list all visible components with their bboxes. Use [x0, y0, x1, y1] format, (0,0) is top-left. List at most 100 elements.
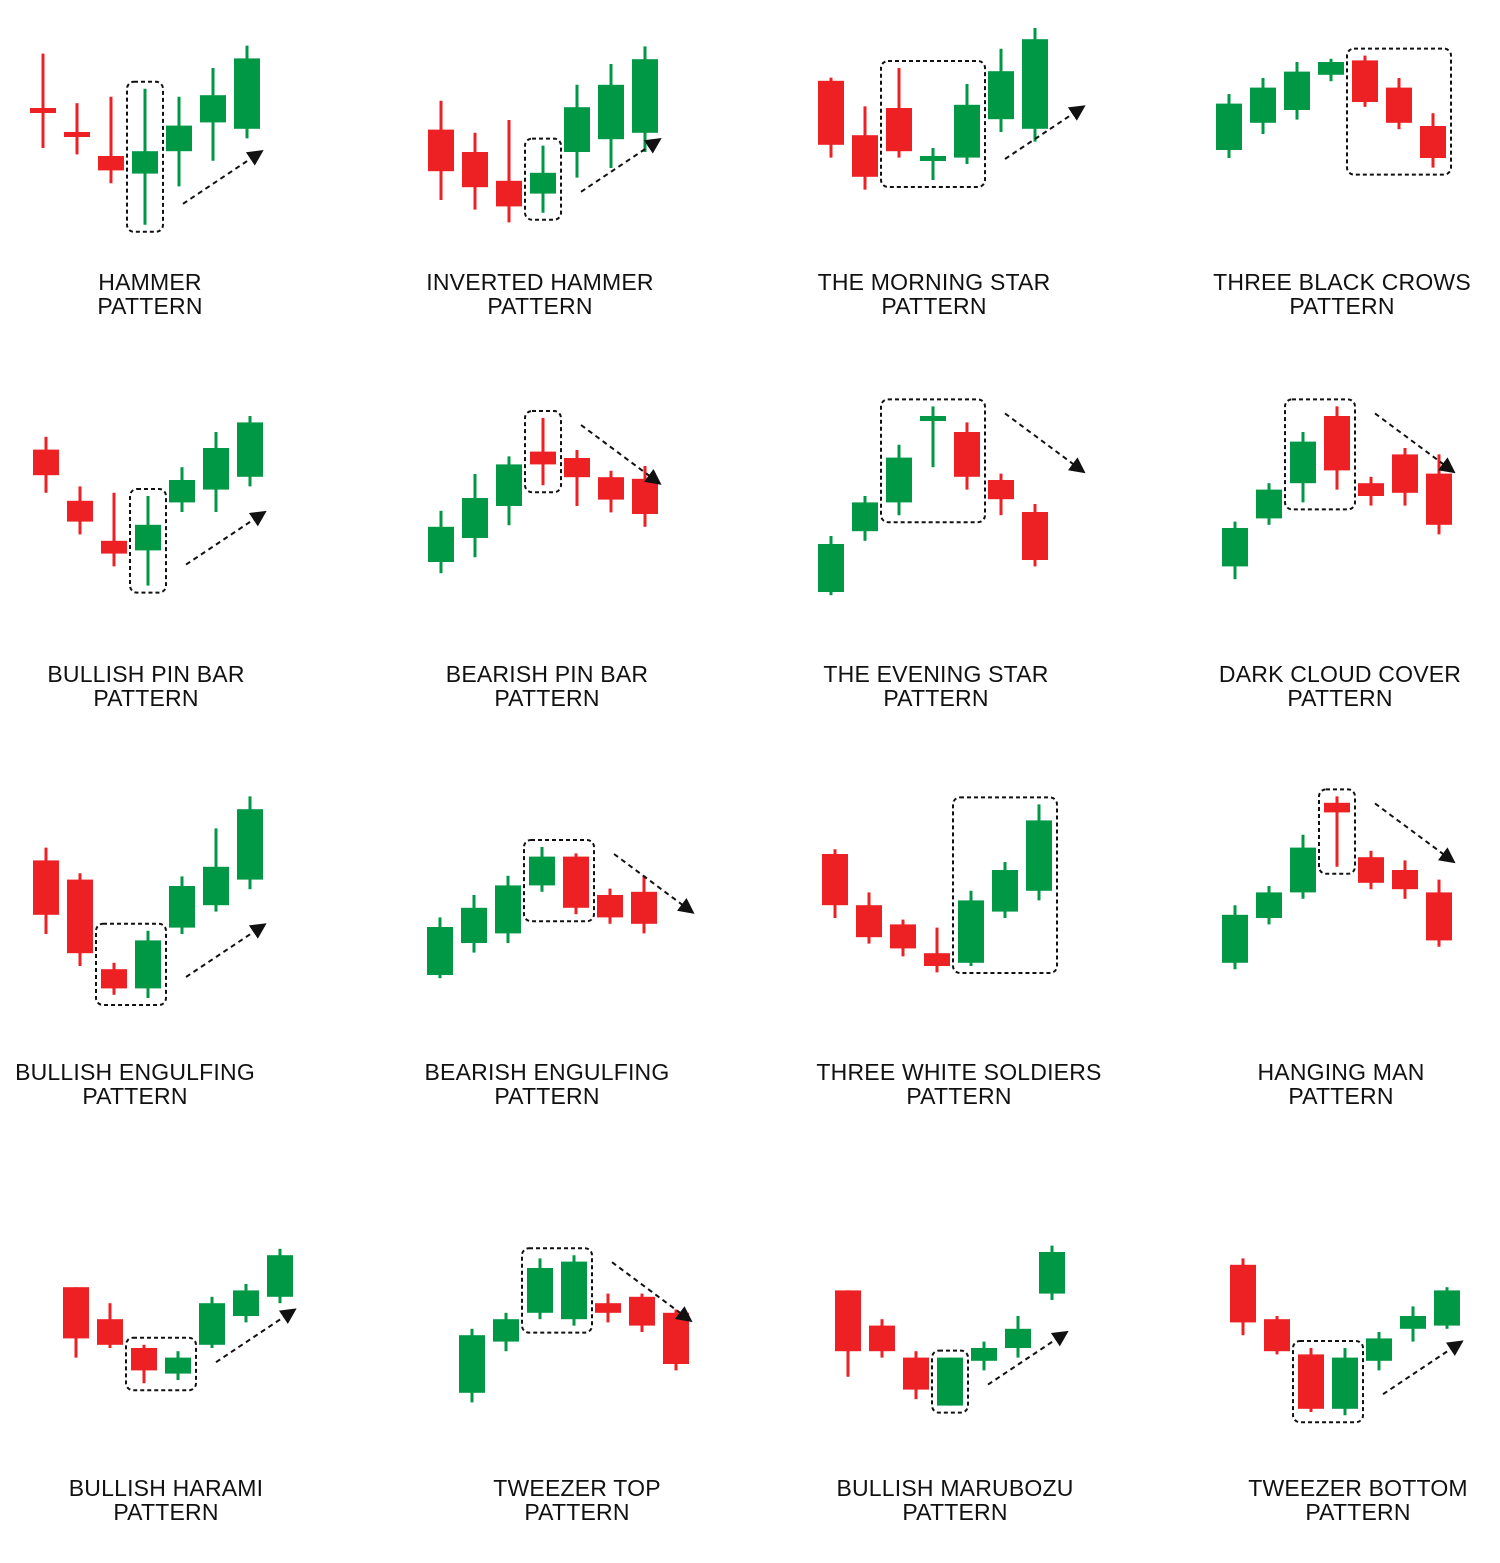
trend-up-arrow	[215, 1308, 297, 1364]
candle-body	[818, 80, 844, 145]
caption-bullish-harami: BULLISH HARAMI PATTERN	[0, 1476, 336, 1524]
candle-body	[1222, 528, 1248, 567]
candle-body	[1366, 1338, 1392, 1361]
candle-body	[495, 885, 521, 934]
candle-body	[1026, 820, 1052, 891]
candle-body	[496, 180, 522, 207]
candle-body	[1022, 512, 1048, 560]
pattern-highlight-box	[931, 1349, 969, 1414]
caption-inverted-hammer: INVERTED HAMMER PATTERN	[370, 270, 710, 318]
candle-body	[632, 59, 658, 133]
candle-body	[132, 151, 158, 174]
candle-body	[1256, 892, 1282, 918]
candle-body	[165, 1357, 191, 1374]
candle-body	[1039, 1252, 1065, 1294]
candle-body	[1420, 126, 1446, 158]
caption-line1: BULLISH HARAMI	[68, 1475, 264, 1501]
candle-body	[924, 953, 950, 966]
candle-body	[1392, 870, 1418, 890]
caption-bearish-engulfing: BEARISH ENGULFING PATTERN	[377, 1060, 717, 1108]
candle-body	[1022, 39, 1048, 129]
candle-body	[169, 480, 195, 503]
candle-body	[135, 524, 161, 551]
pattern-tweezer-top	[459, 1247, 693, 1403]
caption-line2: PATTERN	[82, 1083, 188, 1109]
candle-body	[954, 432, 980, 477]
trend-down-arrow	[1374, 802, 1456, 864]
candle-body	[1324, 416, 1350, 471]
candle-body	[101, 540, 127, 554]
candle-body	[64, 132, 90, 137]
candle-body	[169, 886, 195, 928]
trend-up-arrow	[185, 510, 267, 566]
caption-line1: HAMMER	[98, 269, 202, 295]
trend-up-arrow	[185, 923, 267, 978]
candle-body	[992, 870, 1018, 912]
caption-line2: PATTERN	[1288, 1083, 1394, 1109]
pattern-bullish-marubozu	[835, 1245, 1069, 1414]
trend-up-arrow	[987, 1330, 1069, 1386]
caption-hammer: HAMMER PATTERN	[0, 270, 320, 318]
candle-body	[459, 1335, 485, 1393]
caption-tweezer-bottom: TWEEZER BOTTOM PATTERN	[1188, 1476, 1500, 1524]
candle-body	[597, 895, 623, 918]
candle-body	[530, 451, 556, 465]
candle-body	[428, 129, 454, 172]
candle-body	[33, 860, 59, 915]
candle-body	[1324, 802, 1350, 813]
caption-bearish-pin-bar: BEARISH PIN BAR PATTERN	[377, 662, 717, 710]
pattern-bearish-engulfing	[427, 839, 695, 979]
pattern-highlight-box	[126, 80, 164, 233]
caption-line2: PATTERN	[93, 685, 199, 711]
pattern-highlight-box	[880, 398, 986, 524]
candle-body	[428, 526, 454, 562]
caption-morning-star: THE MORNING STAR PATTERN	[764, 270, 1104, 318]
candle-body	[1264, 1319, 1290, 1352]
candle-body	[1284, 71, 1310, 110]
caption-line1: TWEEZER BOTTOM	[1248, 1475, 1468, 1501]
candle-body	[237, 422, 263, 477]
pattern-bearish-pin-bar	[428, 410, 662, 574]
candle-body	[822, 854, 848, 906]
candle-body	[101, 969, 127, 989]
caption-line1: THREE WHITE SOLDIERS	[816, 1059, 1102, 1085]
candle-body	[203, 448, 229, 490]
candle-body	[1386, 87, 1412, 123]
pattern-inverted-hammer	[428, 46, 662, 223]
pattern-tweezer-bottom	[1230, 1258, 1464, 1424]
pattern-morning-star	[818, 28, 1086, 190]
caption-line2: PATTERN	[494, 685, 600, 711]
candle-body	[886, 457, 912, 503]
pattern-highlight-box	[1318, 788, 1356, 875]
candle-body	[234, 58, 260, 129]
candle-body	[237, 809, 263, 880]
candle-body	[598, 84, 624, 140]
candle-body	[937, 1357, 963, 1406]
caption-line1: BULLISH MARUBOZU	[836, 1475, 1074, 1501]
candle-body	[1392, 454, 1418, 493]
caption-bullish-marubozu: BULLISH MARUBOZU PATTERN	[785, 1476, 1125, 1524]
candle-body	[496, 464, 522, 506]
caption-line1: BULLISH PIN BAR	[47, 661, 245, 687]
candle-body	[954, 104, 980, 158]
candle-body	[427, 927, 453, 975]
caption-line2: PATTERN	[1305, 1499, 1411, 1525]
candle-body	[629, 1296, 655, 1326]
pattern-three-white-soldiers	[822, 796, 1058, 975]
caption-line2: PATTERN	[1289, 293, 1395, 319]
candle-body	[200, 95, 226, 123]
pattern-bullish-pin-bar	[33, 416, 267, 594]
candle-body	[971, 1348, 997, 1361]
pattern-highlight-box	[1284, 398, 1356, 511]
pattern-highlight-box	[1292, 1340, 1364, 1424]
candle-body	[1230, 1264, 1256, 1323]
candle-body	[1298, 1354, 1324, 1409]
candle-body	[203, 866, 229, 906]
caption-line2: PATTERN	[487, 293, 593, 319]
caption-line2: PATTERN	[97, 293, 203, 319]
candle-body	[462, 498, 488, 538]
candle-body	[135, 940, 161, 989]
candle-body	[564, 458, 590, 478]
caption-line2: PATTERN	[113, 1499, 219, 1525]
